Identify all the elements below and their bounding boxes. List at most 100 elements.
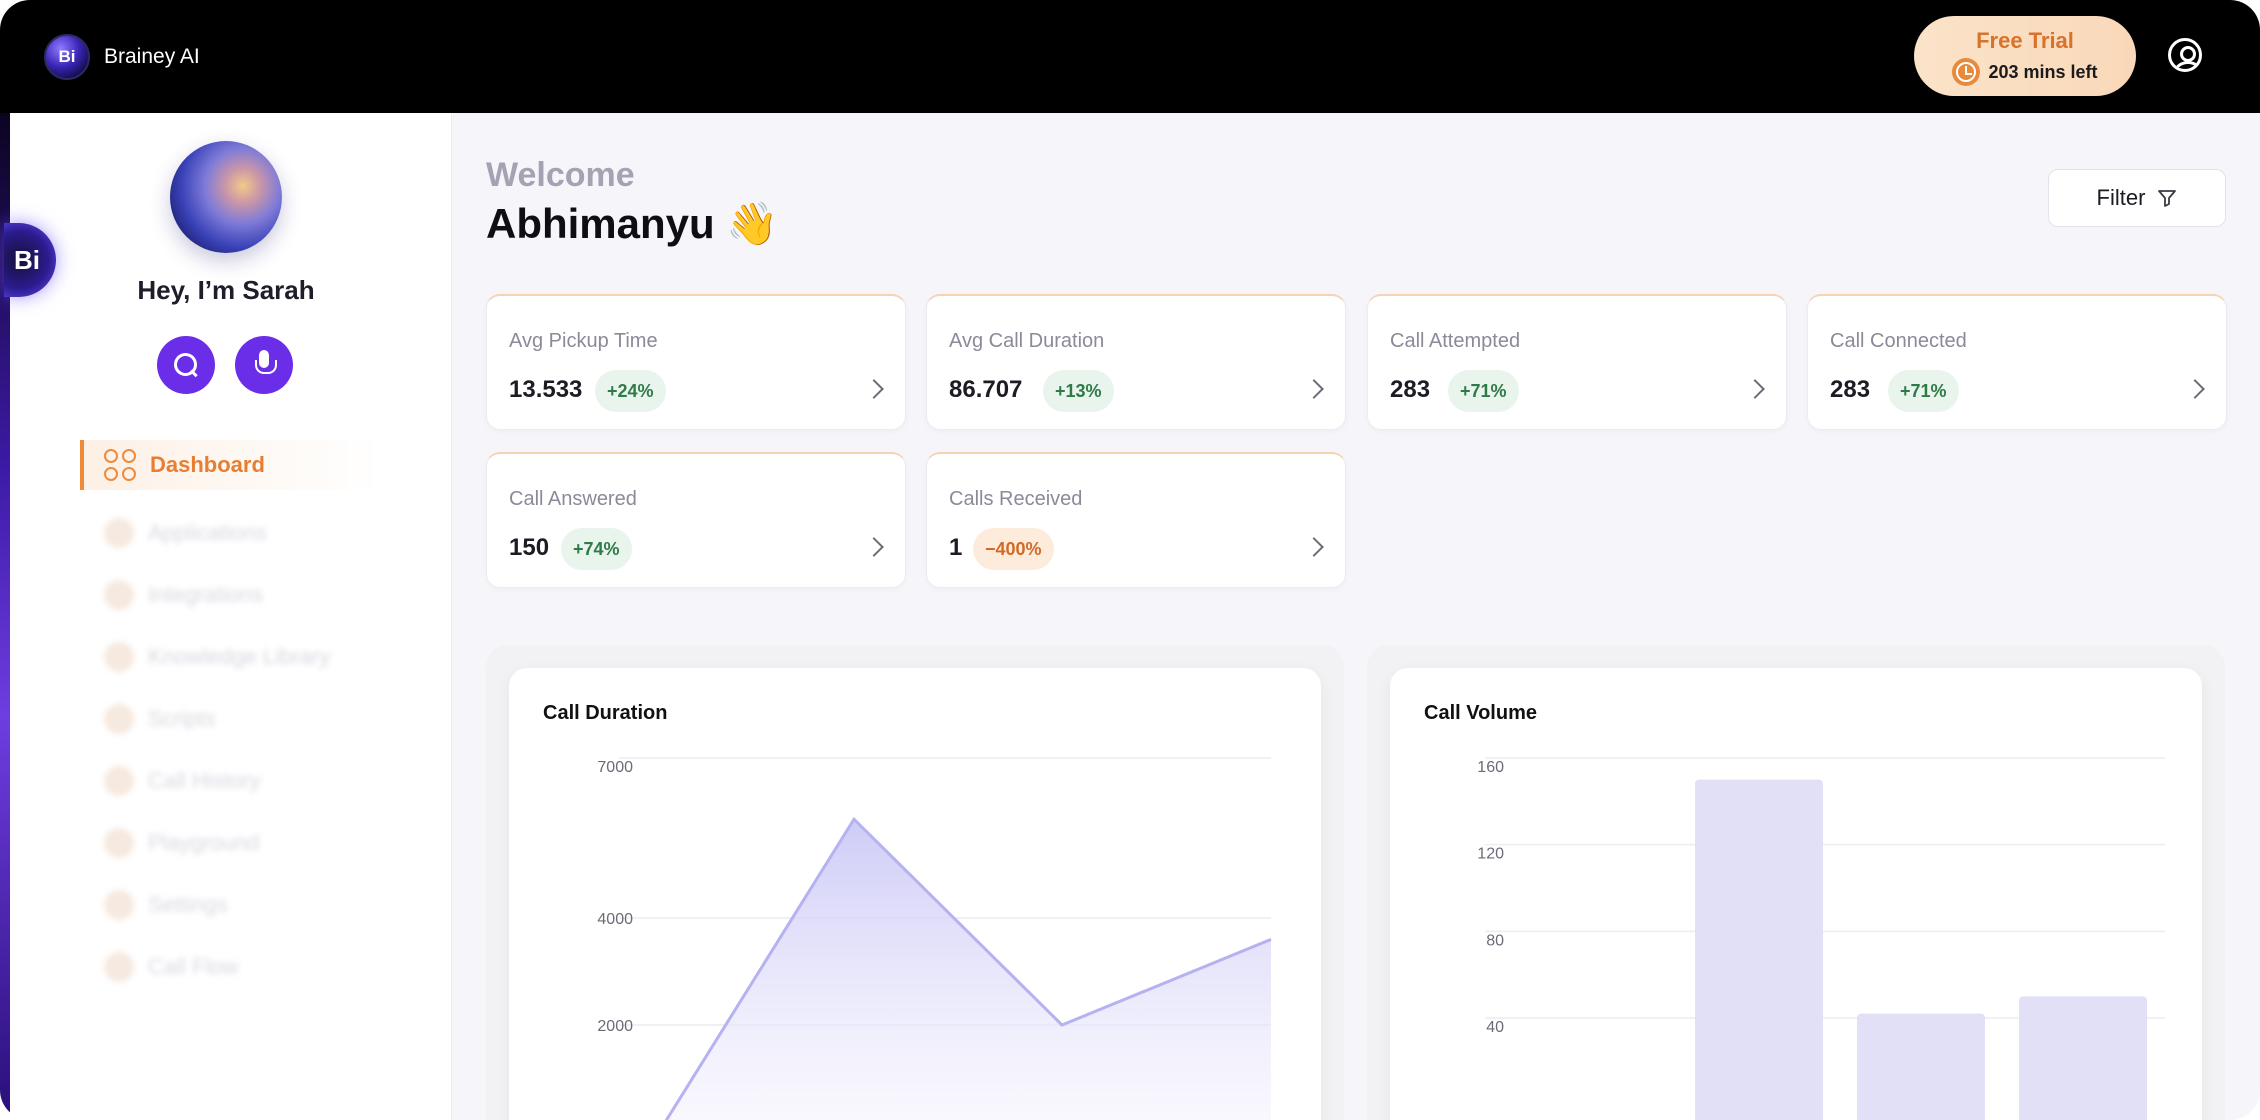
gear-icon: [104, 890, 134, 920]
assistant-avatar: [170, 141, 282, 253]
y-tick-label: 40: [1486, 1019, 1504, 1036]
sidebar-item-call-flow[interactable]: Call Flow: [80, 936, 380, 998]
assistant-greeting: Hey, I’m Sarah: [137, 275, 315, 305]
stat-label: Avg Call Duration: [949, 330, 1105, 352]
integrations-icon: [104, 580, 134, 610]
y-tick-label: 2000: [597, 1018, 633, 1035]
trial-title: Free Trial: [1976, 28, 2074, 53]
y-tick-label: 80: [1486, 932, 1504, 949]
sidebar-item-knowledge-library[interactable]: Knowledge Library: [80, 626, 380, 688]
sidebar-nav: Dashboard Applications Integrations Know…: [80, 440, 380, 998]
stat-label: Calls Received: [949, 488, 1083, 510]
bar-chart-svg: 160 120 80 40: [1477, 757, 2165, 1120]
stat-card-call-answered[interactable]: Call Answered 150 +74%: [486, 452, 906, 588]
brand-name: Brainey AI: [104, 45, 200, 68]
sidebar-item-label: Call History: [148, 768, 261, 793]
stat-value: 283: [1390, 376, 1431, 403]
sidebar-item-label: Scripts: [148, 706, 216, 731]
sidebar-item-label: Playground: [148, 830, 260, 855]
clock-icon: [1952, 58, 1981, 86]
sidebar-item-call-history[interactable]: Call History: [80, 750, 380, 812]
sidebar-item-dashboard[interactable]: Dashboard: [80, 440, 380, 490]
stat-value: 283: [1830, 376, 1871, 403]
filter-button[interactable]: Filter: [2048, 169, 2226, 227]
y-tick-label: 7000: [597, 759, 633, 776]
stat-card-avg-call-duration[interactable]: Avg Call Duration 86.707 +13%: [926, 294, 1346, 430]
stat-change-badge: +24%: [595, 370, 666, 412]
chevron-right-icon: [1304, 379, 1324, 399]
search-icon: [173, 352, 199, 378]
bar: [1857, 1013, 1985, 1120]
sidebar-item-label: Settings: [148, 892, 228, 917]
stat-label: Call Connected: [1830, 330, 1967, 352]
sidebar-item-label: Applications: [148, 520, 267, 545]
stat-value: 86.707: [949, 376, 1023, 403]
chevron-right-icon: [864, 379, 884, 399]
sidebar-item-playground[interactable]: Playground: [80, 812, 380, 874]
free-trial-badge[interactable]: Free Trial 203 mins left: [1914, 16, 2136, 96]
chart-title: Call Volume: [1424, 702, 1537, 724]
sidebar: Bi Hey, I’m Sarah Dashboard Applications…: [0, 113, 452, 1120]
microphone-icon: [252, 350, 277, 380]
stat-label: Call Attempted: [1390, 330, 1521, 352]
stat-label: Call Answered: [509, 488, 637, 510]
sidebar-edge-glow: [0, 113, 10, 1120]
sidebar-item-label: Call Flow: [148, 954, 239, 979]
stat-change-badge: +71%: [1888, 370, 1959, 412]
stat-change-badge: +13%: [1043, 370, 1114, 412]
stat-change-badge: −400%: [973, 528, 1054, 570]
stat-card-calls-received[interactable]: Calls Received 1 −400%: [926, 452, 1346, 588]
filter-label: Filter: [2096, 185, 2146, 210]
search-button[interactable]: [157, 336, 215, 394]
stat-card-call-attempted[interactable]: Call Attempted 283 +71%: [1367, 294, 1787, 430]
funnel-icon: [2158, 190, 2177, 207]
user-profile-icon[interactable]: [2168, 38, 2202, 72]
stat-value: 13.533: [509, 376, 583, 403]
sidebar-item-scripts[interactable]: Scripts: [80, 688, 380, 750]
call-volume-chart: Call Volume 160 120 80 40: [1390, 668, 2202, 1120]
playground-icon: [104, 828, 134, 858]
bar: [1695, 779, 1823, 1120]
stat-card-call-connected[interactable]: Call Connected 283 +71%: [1807, 294, 2227, 430]
trial-remaining-text: 203 mins left: [1988, 61, 2098, 82]
stat-change-badge: +71%: [1448, 370, 1519, 412]
brand-logo-icon: Bi: [44, 34, 90, 80]
sidebar-item-label: Knowledge Library: [148, 644, 331, 669]
top-bar: Bi Brainey AI Free Trial 203 mins left: [0, 0, 2260, 113]
sidebar-item-applications[interactable]: Applications: [80, 502, 380, 564]
sidebar-item-label: Integrations: [148, 582, 263, 607]
chevron-right-icon: [2185, 379, 2205, 399]
flow-icon: [104, 952, 134, 982]
chart-title: Call Duration: [543, 702, 668, 724]
bar: [2019, 996, 2147, 1120]
chevron-right-icon: [864, 537, 884, 557]
knowledge-library-icon: [104, 642, 134, 672]
applications-icon: [104, 518, 134, 548]
scripts-icon: [104, 704, 134, 734]
welcome-label: Welcome: [486, 156, 635, 194]
area-fill: [666, 819, 1271, 1120]
area-chart-svg: 7000 4000 2000: [597, 757, 1272, 1120]
sidebar-item-integrations[interactable]: Integrations: [80, 564, 380, 626]
y-tick-label: 4000: [597, 911, 633, 928]
chevron-right-icon: [1745, 379, 1765, 399]
voice-button[interactable]: [235, 336, 293, 394]
trial-remaining: 203 mins left: [1914, 58, 2136, 86]
dashboard-icon: [104, 449, 136, 481]
stat-value: 150: [509, 534, 550, 561]
stat-change-badge: +74%: [561, 528, 632, 570]
stat-card-avg-pickup-time[interactable]: Avg Pickup Time 13.533 +24%: [486, 294, 906, 430]
call-duration-chart: Call Duration 7000 4000 2000: [509, 668, 1321, 1120]
stat-label: Avg Pickup Time: [509, 330, 658, 352]
phone-icon: [104, 766, 134, 796]
area-series-line: [664, 816, 1272, 1120]
chevron-right-icon: [1304, 537, 1324, 557]
sidebar-item-settings[interactable]: Settings: [80, 874, 380, 936]
user-name: Abhimanyu 👋: [486, 200, 779, 247]
y-tick-label: 160: [1477, 759, 1504, 776]
sidebar-item-label: Dashboard: [150, 452, 265, 477]
y-tick-label: 120: [1477, 846, 1504, 863]
stat-value: 1: [949, 534, 963, 561]
brand[interactable]: Bi Brainey AI: [44, 34, 200, 80]
